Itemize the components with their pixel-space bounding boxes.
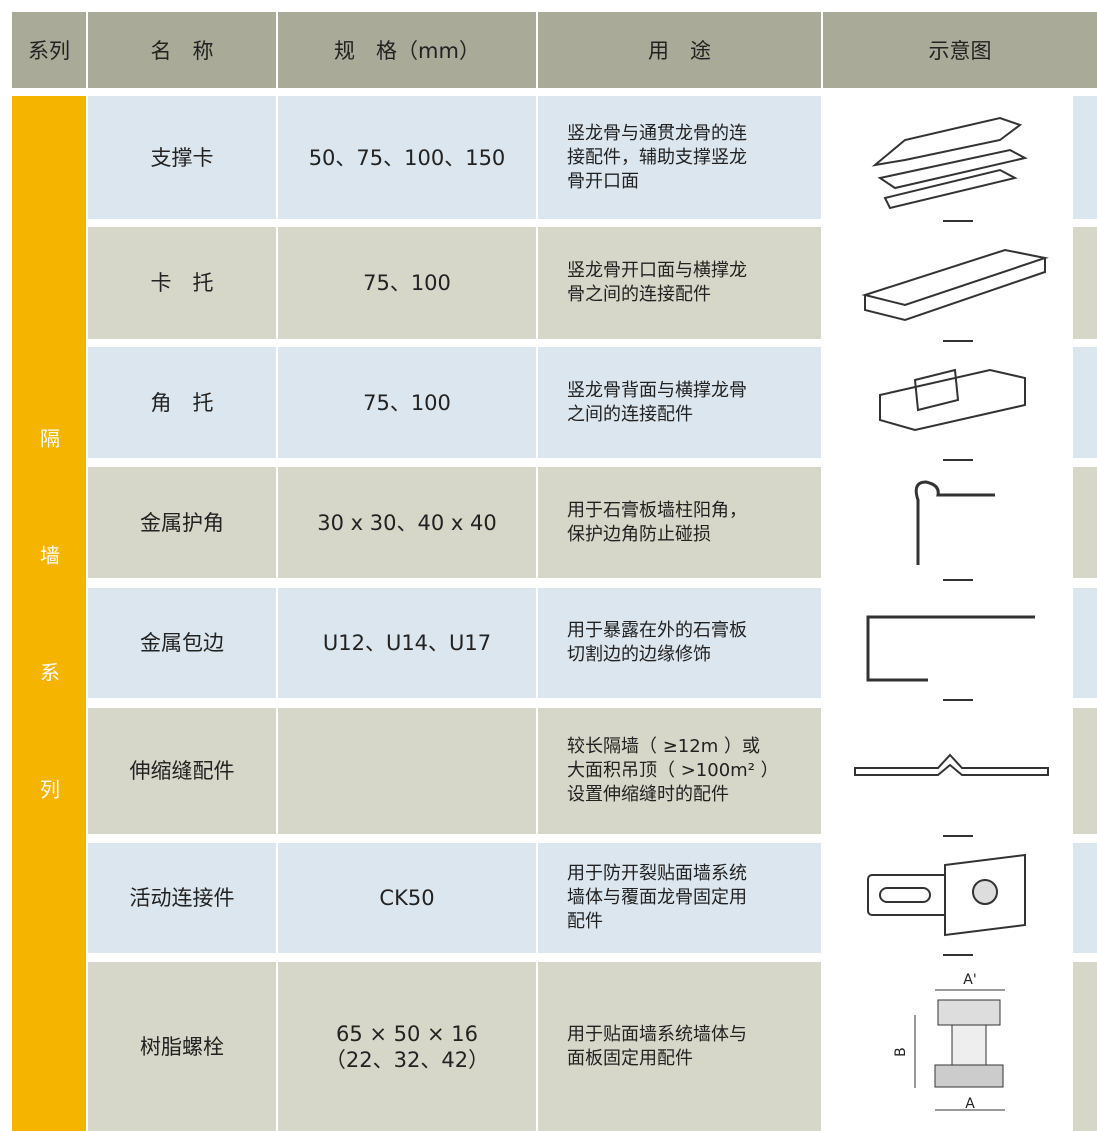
- header-cell: 名 称: [88, 12, 276, 88]
- spec-cell: [278, 708, 536, 834]
- name-cell: 金属护角: [88, 467, 276, 578]
- use-line: 之间的连接配件: [567, 403, 693, 425]
- spec-line: （22、32、42）: [324, 1047, 490, 1072]
- use-line: 墙体与覆面龙骨固定用: [567, 887, 747, 908]
- use-line: 接配件，辅助支撑竖龙: [567, 146, 747, 168]
- use-line: 用于防开裂贴面墙系统: [567, 863, 747, 884]
- side-strip: [1073, 467, 1097, 578]
- side-strip: [1073, 96, 1097, 219]
- name-cell: 金属包边: [88, 588, 276, 698]
- name-cell: 伸缩缝配件: [88, 708, 276, 834]
- use-cell: 用于防开裂贴面墙系统 墙体与覆面龙骨固定用 配件: [538, 843, 821, 953]
- row-divider: [943, 699, 973, 701]
- use-line: 设置伸缩缝时的配件: [567, 784, 729, 805]
- use-cell: 竖龙骨与通贯龙骨的连 接配件，辅助支撑竖龙 骨开口面: [538, 96, 821, 219]
- use-line: 骨开口面: [567, 170, 639, 192]
- spec-line: 75、100: [363, 271, 451, 295]
- row-divider: [943, 340, 973, 342]
- use-cell: 竖龙骨开口面与横撑龙 骨之间的连接配件: [538, 227, 821, 339]
- row-divider: [943, 954, 973, 956]
- use-line: 竖龙骨背面与横撑龙骨: [567, 379, 747, 401]
- spec-cell: 75、100: [278, 347, 536, 458]
- spec-line: 50、75、100、150: [308, 145, 506, 170]
- part-drawing: [914, 989, 1005, 1111]
- spec-cell: U12、U14、U17: [278, 588, 536, 698]
- use-cell: 竖龙骨背面与横撑龙骨 之间的连接配件: [538, 347, 821, 458]
- row-divider: [943, 220, 973, 222]
- side-strip: [1073, 843, 1097, 953]
- side-strip: [1073, 708, 1097, 834]
- side-strip: [1073, 227, 1097, 339]
- part-drawing: [867, 853, 1026, 937]
- header-cell: 示意图: [823, 12, 1097, 88]
- use-line: 大面积吊顶（ >100m² ）: [567, 760, 779, 781]
- use-line: 竖龙骨与通贯龙骨的连: [567, 122, 747, 144]
- row-divider: [943, 459, 973, 461]
- name-cell: 活动连接件: [88, 843, 276, 953]
- use-cell: 较长隔墙（ ≥12m ）或 大面积吊顶（ >100m² ） 设置伸缩缝时的配件: [538, 708, 821, 834]
- use-line: 用于暴露在外的石膏板: [567, 620, 747, 641]
- name-cell: 树脂螺栓: [88, 962, 276, 1131]
- spec-line: U12、U14、U17: [322, 631, 492, 655]
- part-drawing: [861, 248, 1049, 322]
- use-line: 配件: [567, 911, 603, 932]
- row-divider: [943, 579, 973, 581]
- figure-label: A': [963, 972, 976, 988]
- use-line: 用于贴面墙系统墙体与: [567, 1023, 747, 1045]
- use-line: 较长隔墙（ ≥12m ）或: [567, 736, 760, 757]
- part-drawing: [871, 116, 1028, 210]
- use-line: 竖龙骨开口面与横撑龙: [567, 260, 747, 281]
- use-cell: 用于暴露在外的石膏板 切割边的边缘修饰: [538, 588, 821, 698]
- side-strip: [1073, 347, 1097, 458]
- figure-label: A: [965, 1096, 975, 1112]
- spec-line: CK50: [379, 886, 435, 910]
- use-line: 保护边角防止碰损: [567, 523, 711, 545]
- spec-cell: 50、75、100、150: [278, 96, 536, 219]
- row-divider: [943, 835, 973, 837]
- side-strip: [1073, 962, 1097, 1131]
- header-cell: 用 途: [538, 12, 821, 88]
- side-strip: [1073, 588, 1097, 698]
- use-line: 面板固定用配件: [567, 1047, 693, 1069]
- spec-cell: 65 × 50 × 16 （22、32、42）: [278, 962, 536, 1131]
- use-cell: 用于贴面墙系统墙体与 面板固定用配件: [538, 962, 821, 1131]
- use-line: 骨之间的连接配件: [567, 284, 711, 305]
- name-cell: 角 托: [88, 347, 276, 458]
- spec-cell: 30 x 30、40 x 40: [278, 467, 536, 578]
- name-cell: 支撑卡: [88, 96, 276, 219]
- spec-line: 30 x 30、40 x 40: [317, 510, 497, 535]
- name-cell: 卡 托: [88, 227, 276, 339]
- part-drawing: [854, 753, 1049, 776]
- figure-label: B: [893, 1047, 909, 1057]
- header-cell: 规 格（mm）: [278, 12, 536, 88]
- series-label: 隔墙系列: [36, 428, 61, 896]
- header-cell: 系列: [12, 12, 86, 88]
- part-drawing: [866, 615, 1035, 682]
- part-drawing: [914, 480, 995, 565]
- spec-cell: CK50: [278, 843, 536, 953]
- use-line: 用于石膏板墙柱阳角，: [567, 499, 747, 521]
- use-cell: 用于石膏板墙柱阳角， 保护边角防止碰损: [538, 467, 821, 578]
- spec-cell: 75、100: [278, 227, 536, 339]
- series-column: 隔墙系列: [12, 96, 86, 1131]
- spec-line: 75、100: [363, 390, 451, 415]
- spec-line: 65 × 50 × 16: [335, 1021, 479, 1046]
- use-line: 切割边的边缘修饰: [567, 644, 711, 665]
- part-drawing: [879, 368, 1026, 432]
